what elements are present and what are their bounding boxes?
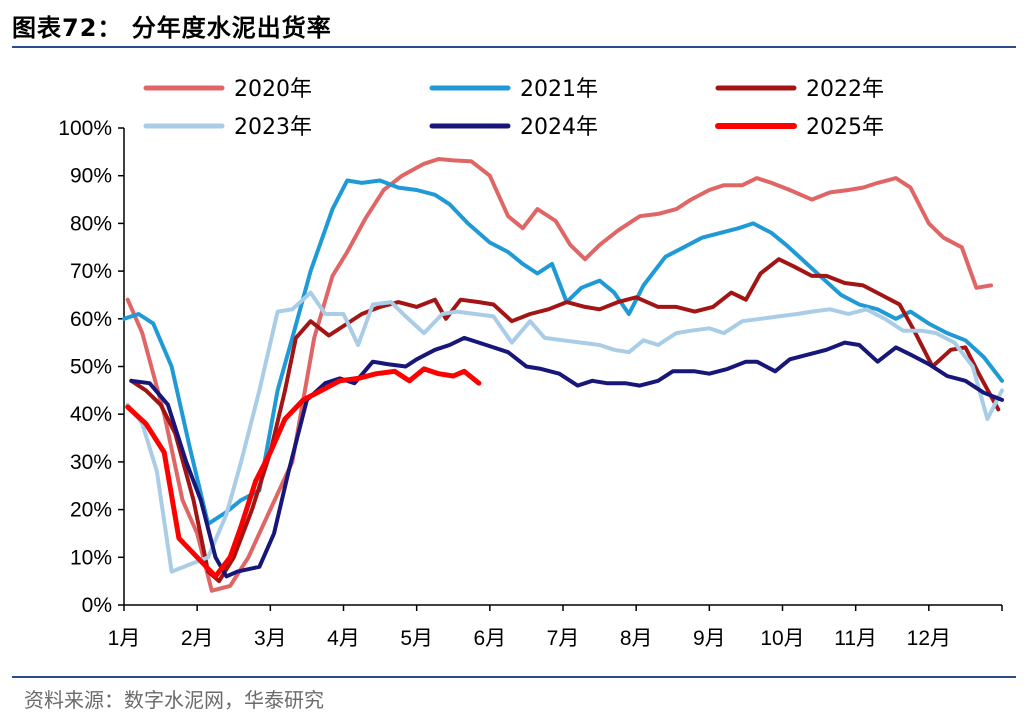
footer-rule <box>12 676 1016 678</box>
legend-label: 2021年 <box>520 77 598 102</box>
x-tick-label: 11月 <box>834 627 877 650</box>
x-tick-label: 3月 <box>254 627 287 650</box>
legend-label: 2024年 <box>520 115 598 140</box>
x-tick-label: 5月 <box>400 627 433 650</box>
page-title: 图表72： 分年度水泥出货率 <box>12 14 332 42</box>
y-tick-label: 0% <box>82 594 112 617</box>
y-tick-label: 50% <box>70 356 112 379</box>
y-tick-label: 80% <box>70 212 112 235</box>
x-tick-label: 4月 <box>327 627 360 650</box>
y-tick-label: 100% <box>58 117 112 140</box>
x-tick-label: 7月 <box>547 627 580 650</box>
series-line-2020年 <box>125 157 993 593</box>
legend-label: 2025年 <box>806 115 884 140</box>
legend-label: 2022年 <box>806 77 884 102</box>
series-line-2024年 <box>129 335 1004 579</box>
x-tick-label: 10月 <box>760 627 804 650</box>
series-line-2022年 <box>129 257 1001 584</box>
series-line-2025年 <box>125 366 482 579</box>
y-tick-label: 40% <box>70 403 112 426</box>
y-tick-label: 60% <box>70 308 112 331</box>
header-rule <box>12 46 1016 48</box>
x-tick-label: 2月 <box>181 627 214 650</box>
series-line-2021年 <box>122 178 1004 526</box>
source-note: 资料来源：数字水泥网，华泰研究 <box>24 688 324 712</box>
x-tick-label: 8月 <box>620 627 653 650</box>
x-tick-label: 1月 <box>108 627 141 650</box>
x-tick-label: 9月 <box>693 627 726 650</box>
y-tick-label: 70% <box>70 260 112 283</box>
chart-legend: 2020年 2021年 2022年 2023年 2024年 2025年 <box>143 77 884 140</box>
y-tick-label: 10% <box>70 546 112 569</box>
line-chart: 0% 10% 20% 30% 40% 50% 60% 70% 80% 90% 100% 1月 2月 3月 4… <box>58 77 1004 650</box>
y-tick-label: 30% <box>70 451 112 474</box>
x-tick-label: 6月 <box>473 627 506 650</box>
legend-label: 2023年 <box>234 115 312 140</box>
series-line-2023年 <box>125 290 1004 574</box>
y-tick-label: 20% <box>70 499 112 522</box>
chart-axes: 0% 10% 20% 30% 40% 50% 60% 70% 80% 90% 100% 1月 2月 3月 4… <box>58 117 1003 650</box>
legend-label: 2020年 <box>234 77 312 102</box>
chart-lines <box>122 157 1004 593</box>
x-tick-label: 12月 <box>907 627 951 650</box>
y-tick-label: 90% <box>70 165 112 188</box>
